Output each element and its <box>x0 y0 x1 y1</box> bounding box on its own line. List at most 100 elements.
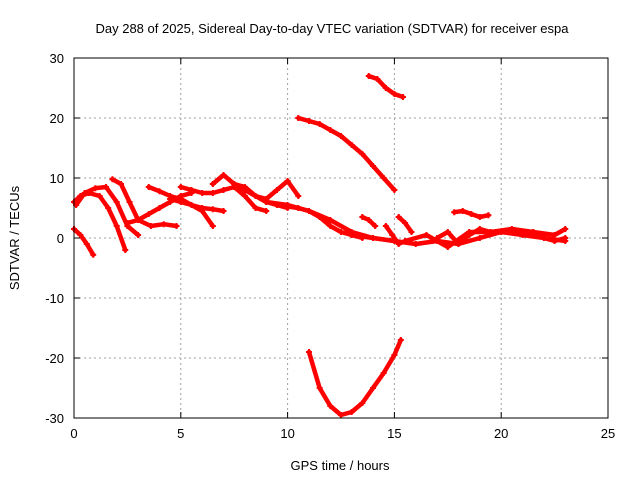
data-point <box>382 85 389 91</box>
data-point <box>177 184 184 190</box>
data-point <box>241 187 248 193</box>
data-point <box>468 211 475 217</box>
x-axis: 0 5 10 15 20 25 <box>70 58 615 441</box>
y-axis: -30 -20 -10 0 10 20 30 <box>45 51 608 426</box>
data-point <box>305 208 312 214</box>
data-point <box>209 190 216 196</box>
data-point <box>135 232 142 238</box>
data-point <box>209 223 216 229</box>
data-point <box>348 142 355 148</box>
data-point <box>359 151 366 157</box>
chart-title: Day 288 of 2025, Sidereal Day-to-day VTE… <box>95 21 569 36</box>
data-point <box>365 217 372 223</box>
data-point <box>147 223 154 229</box>
series-arc-1 <box>71 226 96 258</box>
data-point <box>365 73 372 79</box>
data-point <box>397 337 404 343</box>
data-point <box>412 241 419 247</box>
x-axis-label: GPS time / hours <box>291 458 390 473</box>
data-point <box>551 232 558 238</box>
series-arc-22 <box>306 337 404 418</box>
data-point <box>444 229 451 235</box>
data-point <box>374 76 381 82</box>
data-point <box>209 206 216 213</box>
data-point <box>391 187 398 193</box>
x-tick-label: 0 <box>70 426 77 441</box>
data-point <box>273 202 280 208</box>
y-tick-label: 0 <box>57 231 64 246</box>
data-point <box>113 199 120 205</box>
x-tick-label: 15 <box>387 426 401 441</box>
data-point <box>498 229 505 235</box>
data-point <box>109 176 116 183</box>
data-point <box>391 352 398 358</box>
data-point <box>284 178 291 184</box>
data-point <box>508 229 515 235</box>
data-point <box>103 184 110 190</box>
data-point <box>327 223 334 229</box>
data-point <box>487 229 494 235</box>
data-point <box>199 205 206 211</box>
data-point <box>160 221 167 228</box>
y-tick-label: 20 <box>50 111 64 126</box>
series-arc-18 <box>383 223 408 247</box>
data-point <box>399 94 406 100</box>
data-point <box>252 193 259 199</box>
data-point <box>338 133 344 139</box>
data-point <box>459 208 466 214</box>
data-point <box>135 217 142 223</box>
data-point <box>124 220 131 226</box>
x-tick-label: 20 <box>494 426 508 441</box>
data-point <box>316 121 323 127</box>
data-point <box>348 232 355 238</box>
data-point <box>295 115 302 121</box>
data-point <box>476 226 483 232</box>
data-point <box>156 205 163 211</box>
data-point <box>145 184 152 190</box>
data-point <box>117 181 124 187</box>
data-point <box>348 409 355 415</box>
data-point <box>145 211 152 217</box>
data-point <box>389 232 396 238</box>
x-tick-label: 25 <box>601 426 615 441</box>
grid <box>74 58 608 418</box>
data-point <box>540 235 547 241</box>
data-point <box>519 232 526 238</box>
data-point <box>316 214 323 220</box>
x-tick-label: 5 <box>177 426 184 441</box>
data-point <box>252 205 259 211</box>
data-point <box>408 229 415 235</box>
y-tick-label: 30 <box>50 51 64 66</box>
data-point <box>359 214 366 220</box>
data-point <box>380 175 387 181</box>
data-point <box>476 214 483 220</box>
data-point <box>562 235 569 241</box>
data-point <box>434 235 441 241</box>
data-point <box>263 199 270 205</box>
data-point <box>263 208 270 214</box>
data-point <box>382 223 389 229</box>
data-point <box>156 188 163 195</box>
y-tick-label: -10 <box>45 291 64 306</box>
data-point <box>167 196 174 202</box>
data-point <box>126 199 133 205</box>
data-point <box>241 193 248 199</box>
data-point <box>305 349 312 355</box>
data-point <box>295 193 302 199</box>
data-point <box>305 118 312 124</box>
data-point <box>316 385 323 391</box>
data-point <box>423 232 430 238</box>
data-point <box>177 199 184 205</box>
x-tick-label: 10 <box>280 426 294 441</box>
y-tick-label: 10 <box>50 171 64 186</box>
data-point <box>113 223 120 229</box>
data-point <box>338 229 344 235</box>
data-point <box>391 91 398 97</box>
data-point <box>530 229 537 235</box>
data-point <box>188 202 195 208</box>
data-point <box>231 181 238 187</box>
data-point <box>327 403 334 409</box>
y-tick-label: -20 <box>45 351 64 366</box>
data-point <box>444 244 451 250</box>
data-point <box>81 190 88 196</box>
